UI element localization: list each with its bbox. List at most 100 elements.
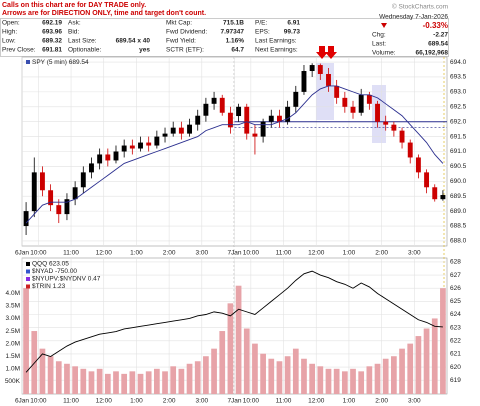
quote-label: Low: bbox=[2, 38, 16, 45]
y-tick-label: 689.5 bbox=[450, 193, 467, 200]
y-tick-label: 626 bbox=[450, 285, 461, 292]
candle-body bbox=[48, 190, 54, 206]
volume-bar bbox=[170, 366, 177, 394]
quote-label: Open: bbox=[2, 20, 20, 27]
credit: © StockCharts.com bbox=[392, 3, 448, 11]
price-line bbox=[25, 270, 443, 373]
quote-value: 66,192,968 bbox=[415, 50, 448, 57]
volume-bar bbox=[47, 356, 54, 394]
candle-body bbox=[375, 103, 380, 122]
volume-bar bbox=[358, 371, 365, 394]
quote-value: 689.32 bbox=[42, 38, 62, 45]
y-tick-label: 3.5M bbox=[6, 303, 20, 310]
x-tick-label: 7Jan bbox=[227, 398, 241, 405]
candle-body bbox=[301, 71, 307, 92]
volume-bar bbox=[431, 318, 438, 394]
candle-body bbox=[391, 124, 397, 131]
volume-bar bbox=[88, 371, 95, 394]
volume-bar bbox=[317, 366, 324, 394]
y-tick-label: 693.0 bbox=[450, 89, 467, 96]
volume-bar bbox=[415, 336, 422, 394]
quote-value: 715.1B bbox=[223, 20, 244, 27]
x-tick-label: 11:00 bbox=[63, 250, 79, 257]
x-tick-label: 12:00 bbox=[308, 398, 325, 405]
quote-label: Last Size: bbox=[68, 38, 97, 45]
down-icon bbox=[381, 23, 387, 28]
quote-label: Last: bbox=[372, 41, 386, 48]
legend-swatch bbox=[26, 60, 30, 64]
volume-bar bbox=[268, 358, 275, 394]
y-tick-label: 692.0 bbox=[450, 118, 467, 125]
volume-bar bbox=[382, 358, 389, 394]
candle-body bbox=[146, 142, 152, 146]
legend-text: $NYAD -750.00 bbox=[32, 268, 77, 275]
quote-value: yes bbox=[139, 47, 150, 54]
y-tick-label: 623 bbox=[450, 324, 461, 331]
x-tick-label: 1:00 bbox=[343, 250, 356, 257]
candle-body bbox=[138, 142, 143, 149]
legend-swatch bbox=[26, 277, 30, 281]
candle-body bbox=[219, 97, 225, 113]
candle-body bbox=[97, 154, 103, 164]
y-tick-label: 624 bbox=[450, 311, 461, 318]
quote-label: Prev Close: bbox=[2, 47, 36, 54]
volume-bar bbox=[309, 363, 316, 394]
candle-body bbox=[129, 145, 135, 149]
x-tick-label: 12:00 bbox=[308, 250, 325, 257]
volume-bar bbox=[333, 368, 340, 394]
candle-body bbox=[350, 106, 356, 113]
quote-label: Chg: bbox=[372, 32, 386, 39]
candle-body bbox=[334, 85, 340, 98]
candle-body bbox=[383, 121, 389, 125]
volume-bar bbox=[260, 353, 266, 394]
y-tick-label: 688.5 bbox=[450, 223, 467, 230]
x-tick-label: 10:00 bbox=[243, 250, 260, 257]
quote-label: High: bbox=[2, 29, 17, 36]
quote-value: -2.27 bbox=[433, 32, 448, 39]
legend-text: $NYUPV:$NYDNV 0.47 bbox=[32, 276, 101, 283]
quote-label: Bid: bbox=[68, 29, 79, 36]
quote-label: EPS: bbox=[255, 29, 270, 36]
volume-bar bbox=[399, 348, 405, 394]
x-tick-label: 2:00 bbox=[375, 398, 388, 405]
quote-label: Last Earnings: bbox=[255, 38, 297, 45]
y-tick-label: 2.0M bbox=[6, 340, 20, 347]
y-tick-label: 693.5 bbox=[450, 74, 467, 81]
legend-text: $TRIN 1.23 bbox=[32, 283, 66, 290]
volume-bar bbox=[292, 348, 299, 394]
candle-body bbox=[31, 172, 37, 212]
volume-bar bbox=[186, 363, 193, 394]
legend-swatch bbox=[26, 284, 30, 289]
quote-value: 1.16% bbox=[226, 38, 245, 45]
quote-value: 7.97347 bbox=[221, 29, 245, 36]
quote-value: 689.54 x 40 bbox=[116, 38, 151, 45]
candle-body bbox=[236, 106, 242, 117]
x-tick-label: 6Jan bbox=[15, 398, 29, 405]
volume-bar bbox=[129, 371, 136, 394]
volume-bar bbox=[96, 368, 103, 394]
x-tick-label: 1:00 bbox=[130, 398, 143, 405]
arrow bbox=[325, 46, 337, 59]
x-tick-label: 3:00 bbox=[408, 398, 421, 405]
candle-body bbox=[89, 163, 94, 173]
quote-value: 691.81 bbox=[42, 47, 62, 54]
volume-bar bbox=[341, 371, 348, 394]
note: Arrows are for DIRECTION ONLY, time and … bbox=[2, 10, 206, 17]
volume-bar bbox=[23, 288, 29, 394]
quote-label: Mkt Cap: bbox=[166, 20, 192, 27]
y-tick-label: 689.0 bbox=[450, 208, 467, 215]
volume-bar bbox=[374, 363, 381, 394]
y-tick-label: 694.0 bbox=[450, 59, 467, 66]
candle-body bbox=[407, 142, 413, 158]
volume-bar bbox=[423, 328, 430, 394]
volume-bar bbox=[39, 348, 46, 394]
x-tick-label: 2:00 bbox=[163, 398, 176, 405]
y-tick-label: 621 bbox=[450, 351, 461, 358]
y-tick-label: 1.0M bbox=[6, 366, 20, 373]
quote-label: Volume: bbox=[372, 50, 396, 57]
y-tick-label: 2.5M bbox=[6, 328, 20, 335]
x-tick-label: 1:00 bbox=[130, 250, 143, 257]
candle-body bbox=[72, 187, 78, 200]
volume-bar bbox=[243, 328, 250, 394]
volume-bar bbox=[284, 356, 291, 394]
